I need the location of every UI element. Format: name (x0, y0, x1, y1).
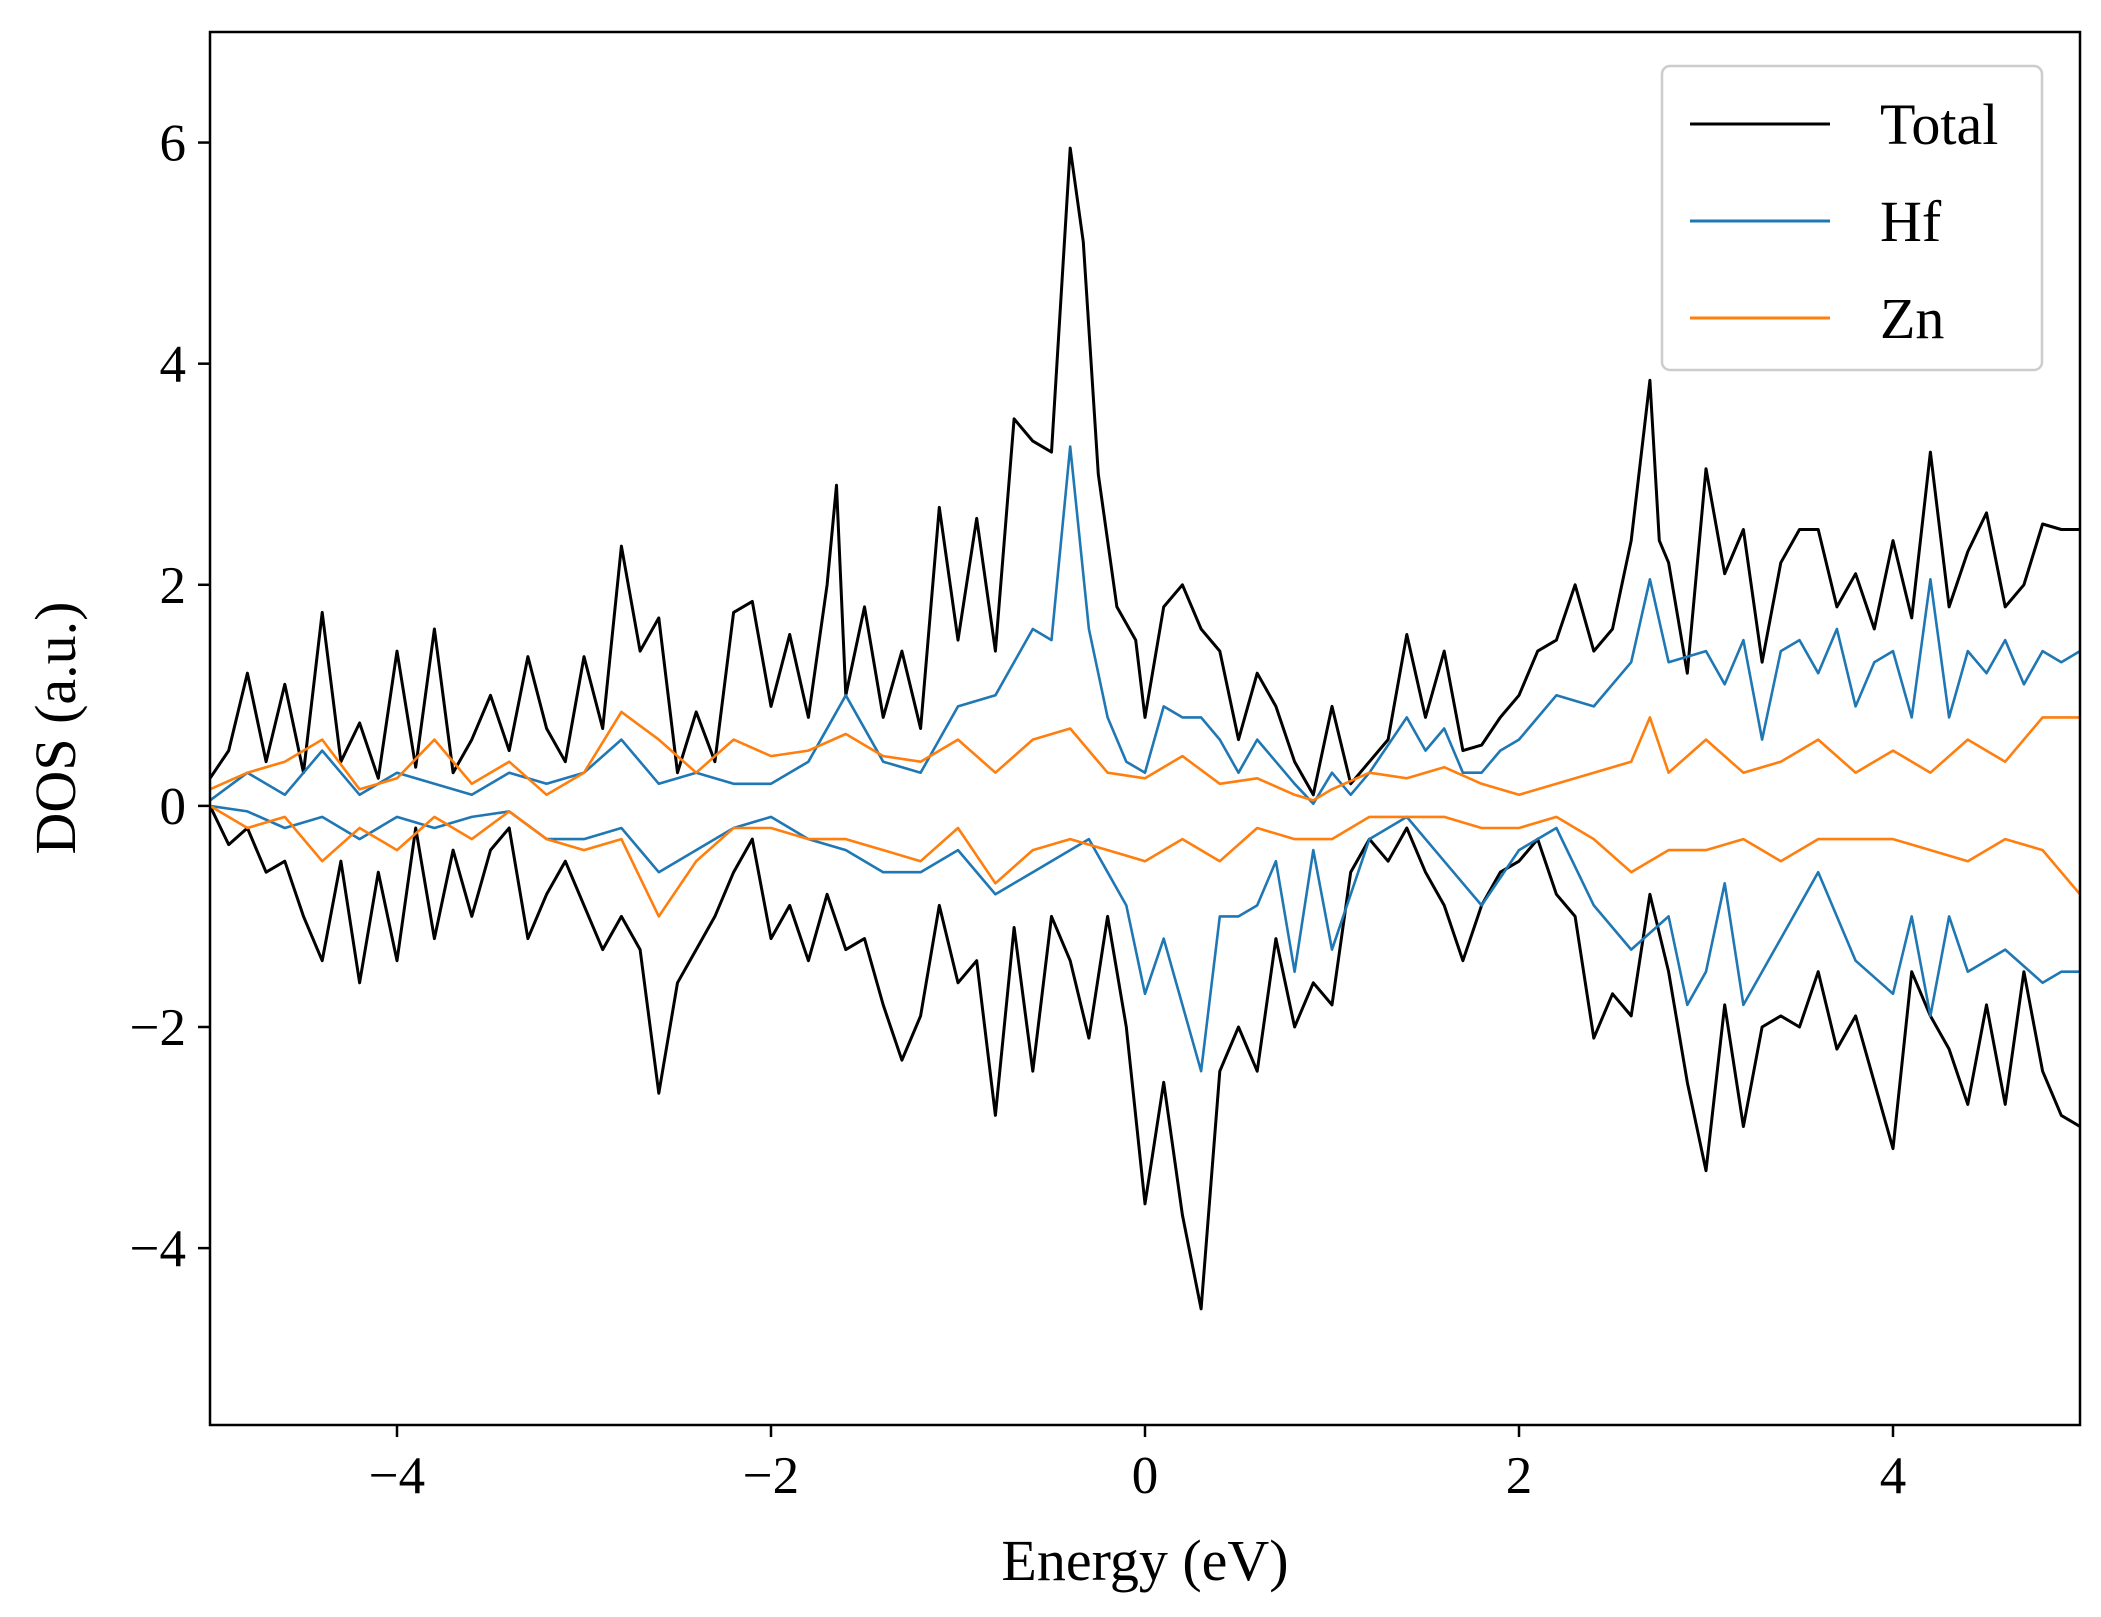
series-line-hf-up (210, 445, 2080, 805)
legend-label-total: Total (1880, 92, 1998, 157)
y-tick-label: 4 (160, 336, 187, 394)
y-tick-label: 2 (160, 557, 187, 615)
y-tick-label: −4 (130, 1220, 186, 1278)
series-layer (210, 146, 2080, 1311)
legend-label-hf: Hf (1880, 189, 1942, 254)
y-tick-label: 0 (160, 778, 187, 836)
legend-label-zn: Zn (1880, 286, 1944, 351)
series-line-total-up (210, 146, 2080, 797)
x-tick-label: 0 (1132, 1447, 1159, 1505)
x-tick-label: 2 (1506, 1447, 1533, 1505)
x-tick-label: 4 (1880, 1447, 1907, 1505)
series-line-total-down (210, 805, 2080, 1311)
y-tick-label: 6 (160, 115, 187, 173)
series-line-hf-down (210, 804, 2080, 1073)
y-axis-label: DOS (a.u.) (23, 602, 88, 855)
x-axis: −4 −2 0 2 4 (369, 1425, 1906, 1505)
legend: Total Hf Zn (1660, 64, 2044, 372)
x-axis-label: Energy (eV) (1001, 1528, 1288, 1593)
y-tick-label: −2 (130, 999, 186, 1057)
x-tick-label: −2 (743, 1447, 799, 1505)
y-axis: −4 −2 0 2 4 6 (130, 115, 210, 1278)
legend-frame (1660, 64, 2044, 372)
x-tick-label: −4 (369, 1447, 425, 1505)
series-line-zn-up (210, 710, 2080, 802)
series-line-zn-down (210, 804, 2080, 918)
